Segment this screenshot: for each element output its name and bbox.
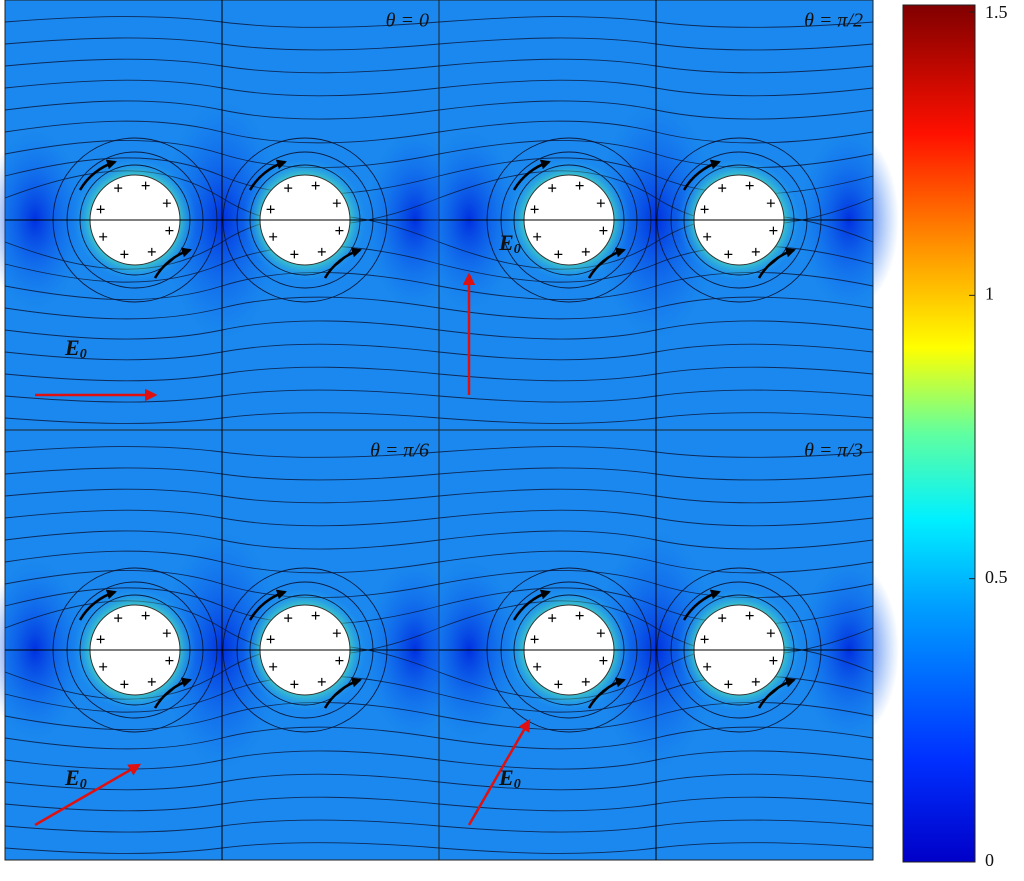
colorbar-tick-label: 0.5 [985,567,1008,587]
field-subscript: 0 [80,777,87,792]
figure: θ = 0E0θ = π/2E0θ = π/6E0θ = π/3E000.511… [0,0,1024,881]
panel: θ = π/6 E0 [0,430,465,860]
field-subscript: 0 [514,777,521,792]
colorbar-tick-label: 0 [985,850,994,870]
colorbar [903,5,975,862]
panel: θ = 0 E0 [0,0,465,430]
field-subscript: 0 [80,347,87,362]
colorbar-tick-label: 1.5 [985,2,1008,22]
field-symbol: E [64,335,80,360]
panel-label: θ = π/2 [804,10,863,32]
field-subscript: 0 [514,242,521,257]
panel-label: θ = π/3 [804,440,863,462]
panel: θ = π/3 E0 [419,430,899,860]
panel-label: θ = π/6 [370,440,429,462]
field-symbol: E [498,765,514,790]
panel-label: θ = 0 [386,10,429,32]
colorbar-tick-label: 1 [985,283,994,303]
field-symbol: E [498,230,514,255]
panel: θ = π/2 E0 [419,0,899,430]
field-symbol: E [64,765,80,790]
